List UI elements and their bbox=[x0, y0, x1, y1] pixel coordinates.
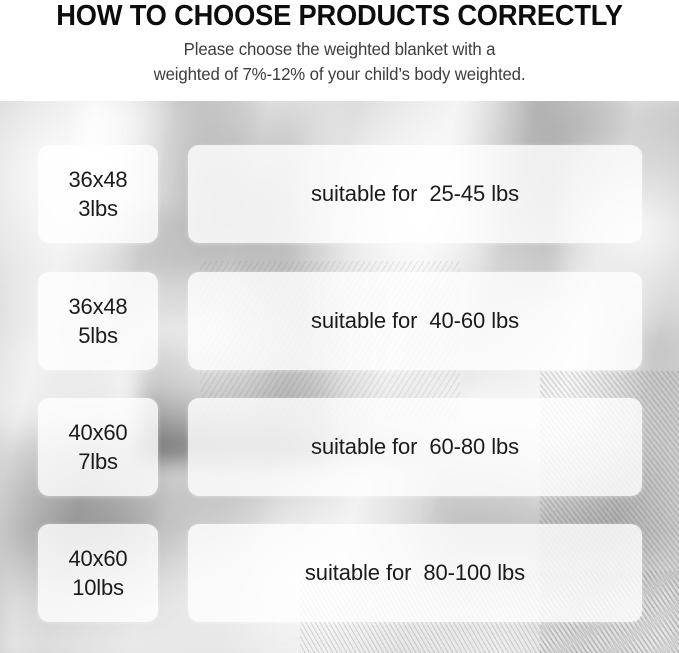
sizing-row: 40x60 10lbs suitable for 80-100 lbs bbox=[38, 524, 642, 622]
recommendation-card: suitable for 60-80 lbs bbox=[188, 398, 642, 496]
sizing-rows: 36x48 3lbs suitable for 25-45 lbs 36x48 … bbox=[0, 101, 679, 653]
recommendation-card: suitable for 40-60 lbs bbox=[188, 272, 642, 370]
size-card: 36x48 5lbs bbox=[38, 272, 158, 370]
size-card-weight: 5lbs bbox=[78, 323, 118, 348]
row-spacer bbox=[158, 272, 188, 370]
size-card-weight: 10lbs bbox=[72, 575, 124, 600]
page-title: HOW TO CHOOSE PRODUCTS CORRECTLY bbox=[56, 0, 623, 32]
page-subtitle: Please choose the weighted blanket with … bbox=[0, 37, 679, 87]
row-spacer bbox=[158, 524, 188, 622]
size-card-dimensions: 40x60 bbox=[68, 420, 128, 445]
sizing-row: 40x60 7lbs suitable for 60-80 lbs bbox=[38, 398, 642, 496]
row-spacer bbox=[158, 145, 188, 243]
size-card-weight: 3lbs bbox=[78, 196, 118, 221]
recommendation-card: suitable for 80-100 lbs bbox=[188, 524, 642, 622]
row-spacer bbox=[158, 398, 188, 496]
header-band: HOW TO CHOOSE PRODUCTS CORRECTLY Please … bbox=[0, 0, 679, 101]
size-card-dimensions: 40x60 bbox=[68, 546, 128, 571]
sizing-row: 36x48 5lbs suitable for 40-60 lbs bbox=[38, 272, 642, 370]
size-card: 40x60 10lbs bbox=[38, 524, 158, 622]
size-card-dimensions: 36x48 bbox=[68, 167, 128, 192]
page-subtitle-line-2: weighted of 7%-12% of your child’s body … bbox=[153, 64, 526, 84]
size-card-dimensions: 36x48 bbox=[68, 294, 128, 319]
size-card: 40x60 7lbs bbox=[38, 398, 158, 496]
recommendation-card: suitable for 25-45 lbs bbox=[188, 145, 642, 243]
size-card: 36x48 3lbs bbox=[38, 145, 158, 243]
size-card-weight: 7lbs bbox=[78, 449, 118, 474]
page-subtitle-line-1: Please choose the weighted blanket with … bbox=[183, 39, 496, 59]
sizing-row: 36x48 3lbs suitable for 25-45 lbs bbox=[38, 145, 642, 243]
